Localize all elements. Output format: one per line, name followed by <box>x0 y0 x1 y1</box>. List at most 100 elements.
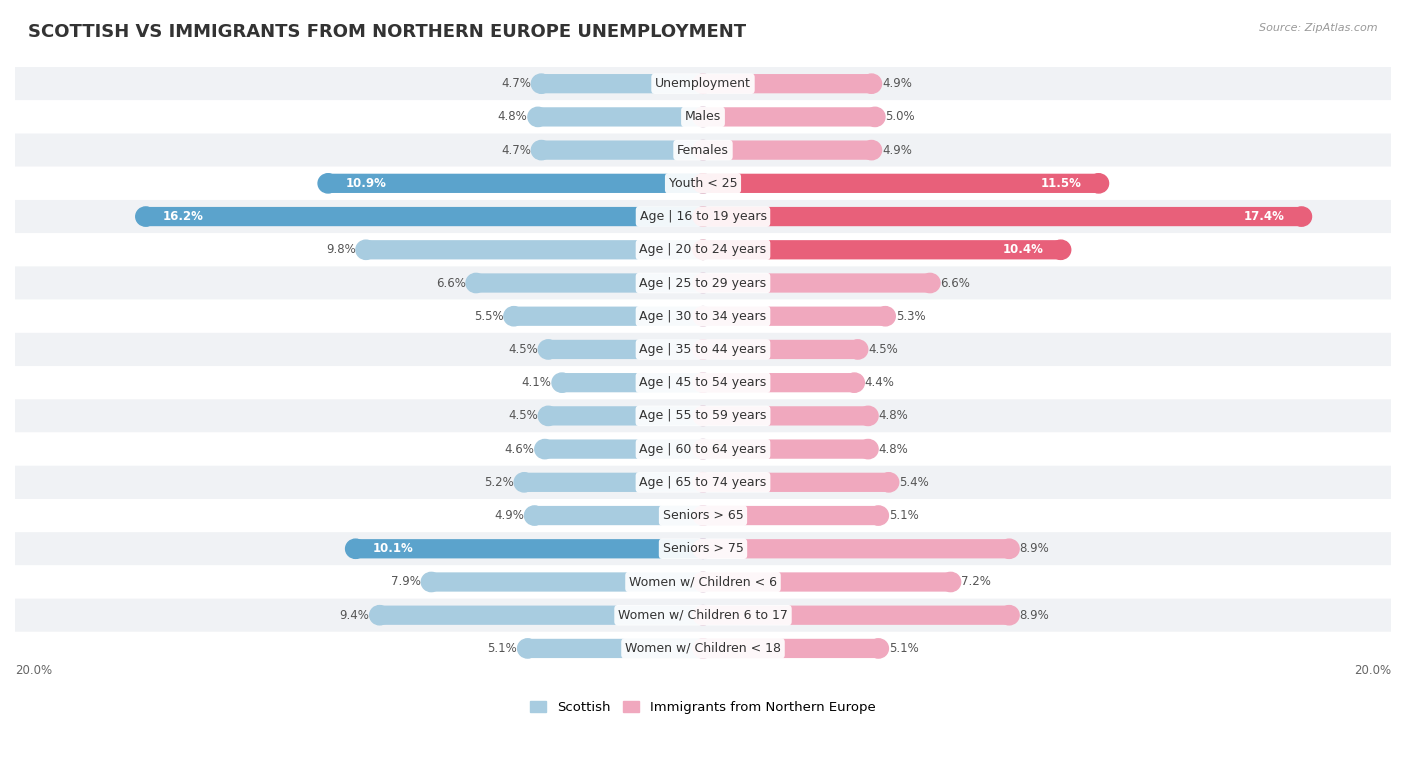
Circle shape <box>693 407 713 425</box>
FancyBboxPatch shape <box>356 539 703 559</box>
Circle shape <box>1000 539 1019 559</box>
Text: 20.0%: 20.0% <box>1354 664 1391 677</box>
FancyBboxPatch shape <box>15 632 1391 665</box>
Text: 16.2%: 16.2% <box>163 210 204 223</box>
Text: 5.2%: 5.2% <box>484 476 513 489</box>
Circle shape <box>693 407 713 425</box>
Circle shape <box>693 107 713 126</box>
Text: 9.4%: 9.4% <box>339 609 370 621</box>
Circle shape <box>538 340 558 359</box>
FancyBboxPatch shape <box>15 432 1391 466</box>
FancyBboxPatch shape <box>703 472 889 492</box>
FancyBboxPatch shape <box>15 333 1391 366</box>
Legend: Scottish, Immigrants from Northern Europe: Scottish, Immigrants from Northern Europ… <box>530 701 876 714</box>
FancyBboxPatch shape <box>541 141 703 160</box>
Text: 5.1%: 5.1% <box>488 642 517 655</box>
Text: 4.9%: 4.9% <box>495 509 524 522</box>
FancyBboxPatch shape <box>477 273 703 293</box>
Text: 4.1%: 4.1% <box>522 376 551 389</box>
FancyBboxPatch shape <box>703 207 1302 226</box>
Circle shape <box>693 606 713 625</box>
Text: 5.1%: 5.1% <box>889 509 918 522</box>
FancyBboxPatch shape <box>15 366 1391 399</box>
FancyBboxPatch shape <box>328 173 703 193</box>
FancyBboxPatch shape <box>15 599 1391 632</box>
Text: Age | 25 to 29 years: Age | 25 to 29 years <box>640 276 766 289</box>
Text: 4.9%: 4.9% <box>882 144 911 157</box>
FancyBboxPatch shape <box>527 639 703 658</box>
Circle shape <box>356 240 375 260</box>
FancyBboxPatch shape <box>15 499 1391 532</box>
FancyBboxPatch shape <box>15 565 1391 599</box>
Text: 4.5%: 4.5% <box>508 410 538 422</box>
Text: Seniors > 75: Seniors > 75 <box>662 542 744 556</box>
Circle shape <box>527 107 548 126</box>
Text: Age | 30 to 34 years: Age | 30 to 34 years <box>640 310 766 322</box>
FancyBboxPatch shape <box>703 240 1060 260</box>
Text: 10.9%: 10.9% <box>346 177 387 190</box>
Text: Youth < 25: Youth < 25 <box>669 177 737 190</box>
Circle shape <box>346 539 366 559</box>
Circle shape <box>693 240 713 260</box>
Circle shape <box>1292 207 1312 226</box>
Text: Unemployment: Unemployment <box>655 77 751 90</box>
Circle shape <box>693 207 713 226</box>
Circle shape <box>693 606 713 625</box>
Circle shape <box>693 440 713 459</box>
FancyBboxPatch shape <box>703 107 875 126</box>
Text: 17.4%: 17.4% <box>1243 210 1284 223</box>
Text: 9.8%: 9.8% <box>326 243 356 257</box>
FancyBboxPatch shape <box>541 74 703 93</box>
FancyBboxPatch shape <box>703 273 929 293</box>
Text: Seniors > 65: Seniors > 65 <box>662 509 744 522</box>
FancyBboxPatch shape <box>548 340 703 359</box>
Circle shape <box>531 74 551 93</box>
Text: Age | 20 to 24 years: Age | 20 to 24 years <box>640 243 766 257</box>
Circle shape <box>693 107 713 126</box>
Text: 4.4%: 4.4% <box>865 376 894 389</box>
FancyBboxPatch shape <box>703 340 858 359</box>
Circle shape <box>693 74 713 93</box>
FancyBboxPatch shape <box>15 266 1391 300</box>
Circle shape <box>515 472 534 492</box>
FancyBboxPatch shape <box>562 373 703 392</box>
Circle shape <box>693 539 713 559</box>
Circle shape <box>869 639 889 658</box>
FancyBboxPatch shape <box>15 167 1391 200</box>
Circle shape <box>858 440 879 459</box>
Circle shape <box>693 240 713 260</box>
Circle shape <box>876 307 896 326</box>
Circle shape <box>693 141 713 160</box>
FancyBboxPatch shape <box>380 606 703 625</box>
FancyBboxPatch shape <box>15 100 1391 133</box>
Circle shape <box>1050 240 1071 260</box>
FancyBboxPatch shape <box>703 407 868 425</box>
FancyBboxPatch shape <box>703 307 886 326</box>
Circle shape <box>693 373 713 392</box>
Circle shape <box>370 606 389 625</box>
FancyBboxPatch shape <box>703 373 855 392</box>
FancyBboxPatch shape <box>703 74 872 93</box>
Text: 5.3%: 5.3% <box>896 310 925 322</box>
FancyBboxPatch shape <box>534 506 703 525</box>
Circle shape <box>693 74 713 93</box>
FancyBboxPatch shape <box>432 572 703 592</box>
Circle shape <box>693 273 713 293</box>
Text: 6.6%: 6.6% <box>436 276 465 289</box>
Text: 4.9%: 4.9% <box>882 77 911 90</box>
FancyBboxPatch shape <box>703 173 1098 193</box>
Text: Age | 65 to 74 years: Age | 65 to 74 years <box>640 476 766 489</box>
Circle shape <box>1088 173 1108 193</box>
Circle shape <box>136 207 156 226</box>
Circle shape <box>422 572 441 592</box>
Circle shape <box>941 572 960 592</box>
Circle shape <box>920 273 941 293</box>
Circle shape <box>693 307 713 326</box>
Circle shape <box>534 440 555 459</box>
Circle shape <box>693 539 713 559</box>
Circle shape <box>693 207 713 226</box>
Circle shape <box>693 440 713 459</box>
Text: SCOTTISH VS IMMIGRANTS FROM NORTHERN EUROPE UNEMPLOYMENT: SCOTTISH VS IMMIGRANTS FROM NORTHERN EUR… <box>28 23 747 41</box>
Circle shape <box>693 506 713 525</box>
Text: Women w/ Children < 18: Women w/ Children < 18 <box>626 642 780 655</box>
